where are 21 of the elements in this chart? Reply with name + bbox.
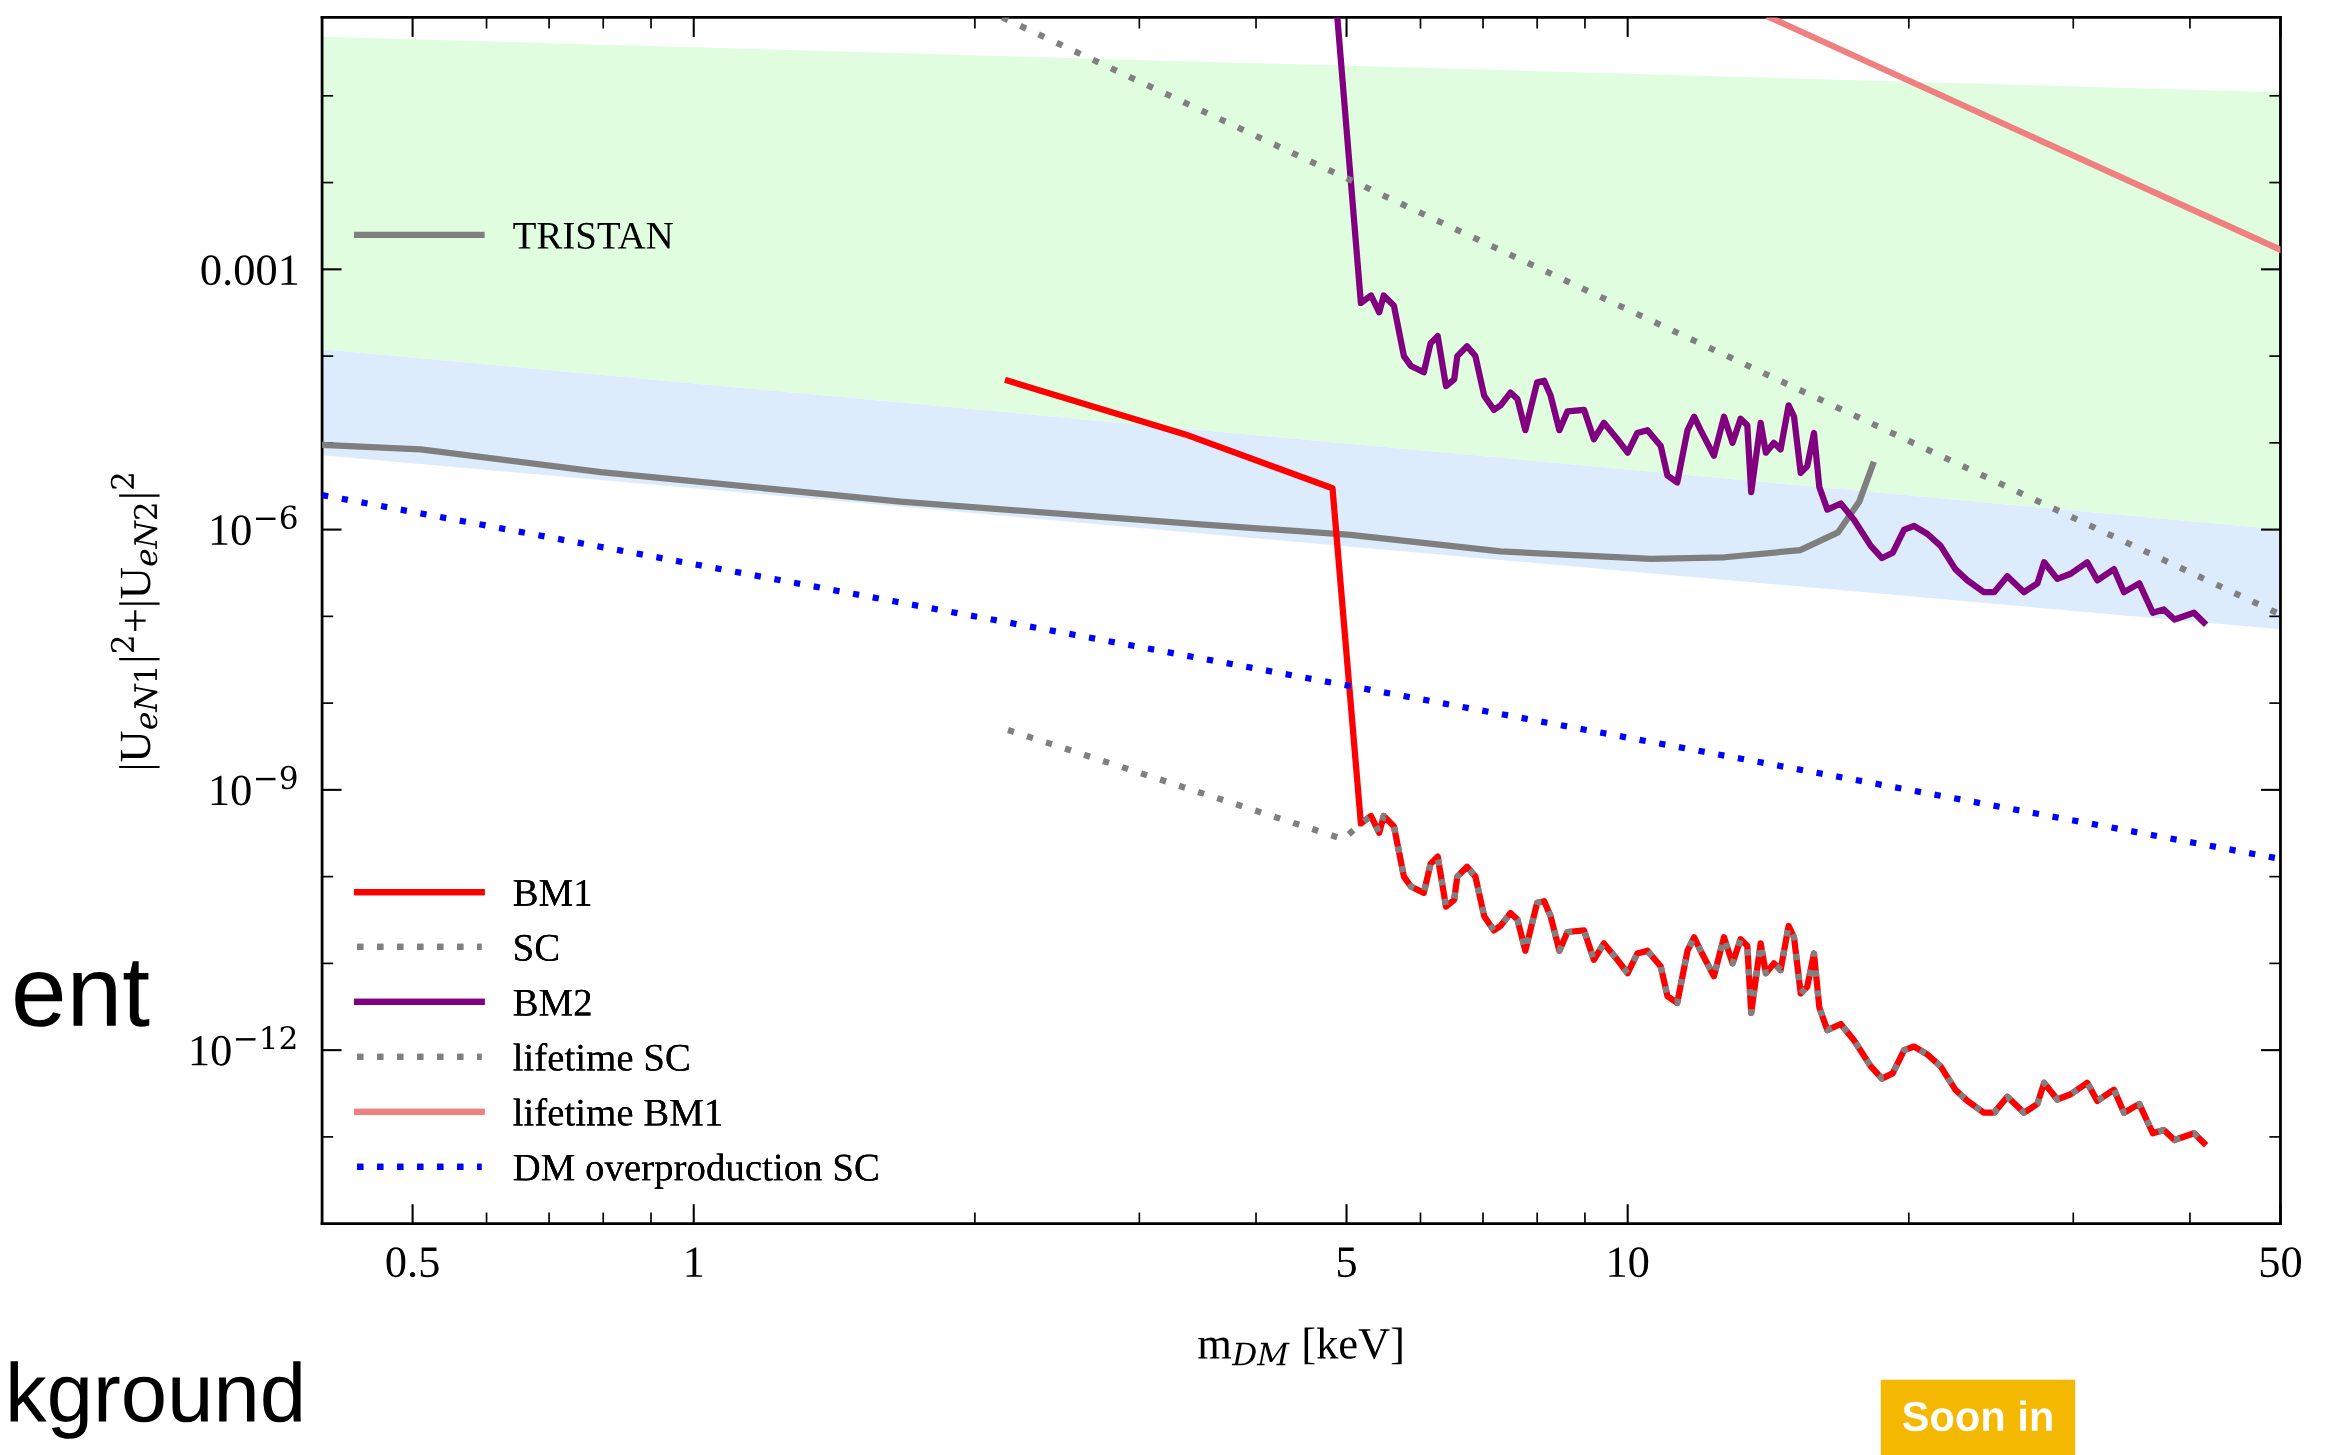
legend-label: DM overproduction SC: [513, 1153, 878, 1189]
legend-label: BM2: [513, 989, 591, 1016]
text: kground: [10, 1361, 301, 1439]
y-axis-title: |U$_{eN1}$|$^{2}$+|U$_{eN2}$|$^{2}$: [110, 474, 160, 769]
legend-label: lifetime SC: [513, 1043, 689, 1071]
y-tick-label: 0.001: [201, 255, 298, 286]
legend-label: TRISTAN: [513, 222, 673, 249]
y-tick-label: 10$^{−12}$: [191, 1026, 296, 1066]
legend-label: lifetime BM1: [513, 1098, 721, 1126]
x-tick-label: 50: [2260, 1247, 2301, 1278]
x-tick-label: 1: [686, 1247, 703, 1277]
text: ent: [15, 961, 150, 1027]
y-tick-label: 10$^{−6}$: [211, 505, 297, 546]
text: Soon in: [1902, 1400, 2052, 1432]
x-tick-label: 5: [1338, 1247, 1356, 1278]
x-tick-label: 0.5: [386, 1247, 439, 1278]
legend-label: BM1: [513, 879, 591, 906]
x-axis-title: m$_{DM}$ [keV]: [1198, 1327, 1402, 1366]
legend-label: SC: [515, 934, 559, 961]
y-tick-label: 10$^{−9}$: [211, 765, 297, 806]
x-tick-label: 10: [1609, 1247, 1649, 1278]
